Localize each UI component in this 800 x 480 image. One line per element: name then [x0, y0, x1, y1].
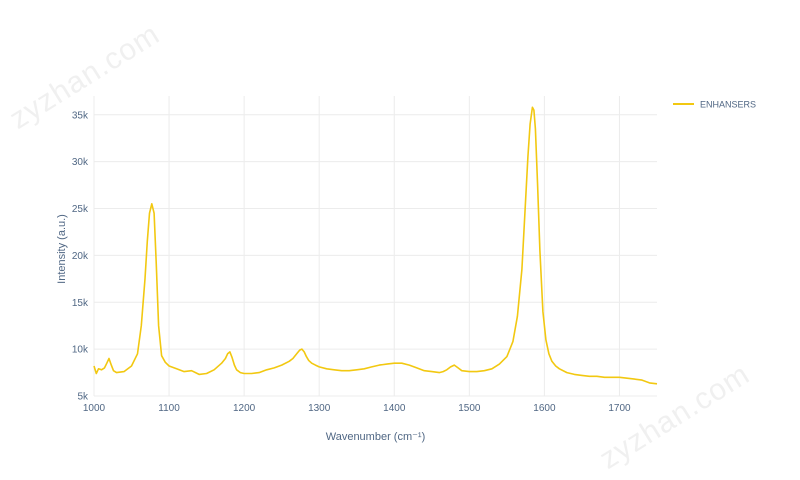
x-tick-label: 1600	[533, 403, 556, 414]
x-tick-label: 1000	[83, 403, 106, 414]
series-line-enhansers	[93, 106, 658, 385]
y-axis-title: Intensity (a.u.)	[56, 214, 68, 284]
x-tick-label: 1500	[458, 403, 481, 414]
x-tick-label: 1300	[308, 403, 331, 414]
series-layer	[93, 106, 658, 385]
x-tick-label: 1100	[158, 403, 180, 414]
y-tick-label: 20k	[72, 251, 89, 262]
y-tick-labels: 5k 10k 15k 20k 25k 30k 35k	[72, 110, 89, 402]
y-tick-label: 5k	[77, 392, 89, 403]
x-axis-title: Wavenumber (cm⁻¹)	[326, 431, 426, 443]
grid-lines	[93, 96, 657, 397]
x-tick-label: 1200	[233, 403, 256, 414]
y-tick-label: 25k	[72, 204, 89, 215]
y-tick-label: 10k	[72, 345, 89, 356]
x-tick-label: 1700	[608, 403, 631, 414]
legend[interactable]: ENHANSERS	[673, 100, 756, 110]
y-tick-label: 30k	[72, 157, 89, 168]
x-tick-label: 1400	[383, 403, 406, 414]
legend-label-enhansers: ENHANSERS	[700, 100, 756, 110]
y-tick-label: 15k	[72, 298, 89, 309]
y-tick-label: 35k	[72, 110, 89, 121]
x-tick-labels: 1000 1100 1200 1300 1400 1500 1600 1700	[83, 403, 631, 414]
